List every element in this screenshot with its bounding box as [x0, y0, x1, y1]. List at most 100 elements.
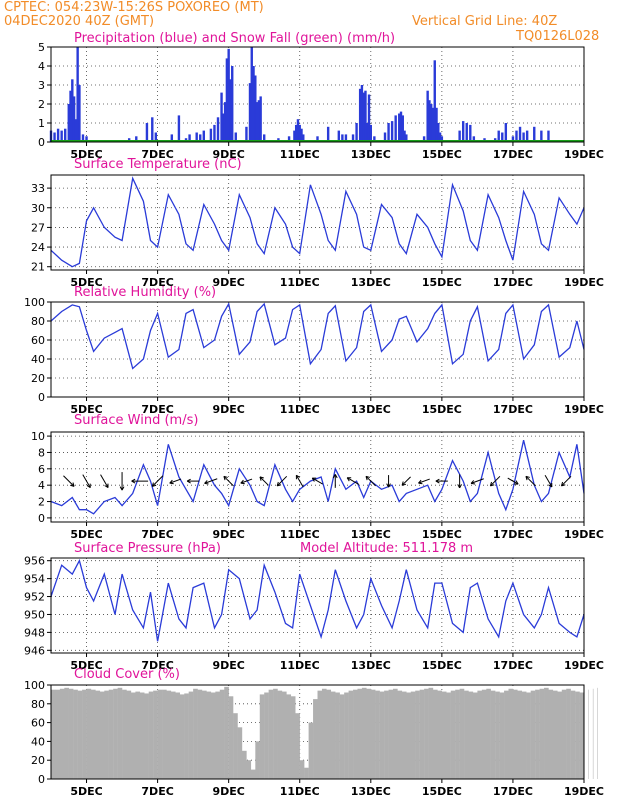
cloud-bar	[224, 686, 229, 779]
wind-vector	[259, 476, 269, 486]
wind-vector-head	[240, 482, 245, 485]
wind-vector	[204, 478, 218, 484]
cloud-bar	[268, 689, 274, 779]
precip-bar	[56, 128, 60, 142]
y-tick-label: 956	[24, 555, 45, 568]
series-line	[50, 440, 585, 515]
precip-bar	[254, 75, 257, 142]
x-day-label: 15DEC	[422, 785, 462, 798]
precip-bar	[177, 115, 181, 142]
cloud-bar	[521, 691, 527, 779]
wind-vector	[401, 476, 411, 486]
precip-bar	[234, 132, 237, 142]
precip-bar	[422, 136, 426, 142]
wind-vector	[151, 475, 164, 487]
y-tick-label: 24	[31, 241, 45, 254]
wind-vector	[365, 475, 376, 487]
y-tick-label: 954	[24, 573, 45, 586]
cloud-bar	[179, 694, 185, 779]
precip-bar	[225, 58, 229, 142]
cloud-bar	[290, 696, 296, 779]
precip-bar	[461, 121, 465, 142]
cloud-bar	[193, 688, 198, 779]
run-date: 04DEC2020 40Z (GMT)	[4, 14, 155, 29]
cloud-bar	[353, 689, 358, 779]
cloud-bar	[361, 687, 367, 779]
cloud-bar	[157, 689, 163, 779]
x-day-label: 17DEC	[493, 785, 533, 798]
x-day-label: 17DEC	[493, 659, 533, 672]
y-tick-label: 80	[31, 315, 45, 328]
cloud-bar	[526, 692, 531, 779]
x-day-label: 19DEC	[564, 148, 604, 161]
y-tick-label: 6	[38, 463, 45, 476]
panel-3: 0 2 4 6 8 10 5DEC 7DEC 9DEC 11DEC 13DEC 15DEC 17DEC 1…	[31, 413, 604, 541]
y-tick-label: 1	[38, 117, 45, 130]
precip-bar	[399, 111, 403, 142]
x-day-label: 5DEC	[70, 785, 102, 798]
wind-vector-head	[515, 480, 519, 485]
x-day-label: 17DEC	[493, 528, 533, 541]
x-day-label: 19DEC	[564, 785, 604, 798]
cloud-bar	[237, 727, 243, 779]
y-tick-label: 40	[31, 353, 45, 366]
precip-bar	[355, 123, 358, 142]
precip-bar	[401, 115, 404, 142]
cloud-bar	[495, 691, 500, 779]
cloud-bar	[499, 692, 505, 779]
cloud-bar	[255, 741, 260, 779]
wind-vector-head	[186, 478, 191, 482]
precip-bar	[433, 60, 436, 142]
cloud-bar	[348, 690, 354, 779]
wind-vector-head	[560, 481, 564, 487]
wind-vector-head	[401, 483, 407, 486]
cloud-bar	[175, 692, 181, 779]
panel-frame	[50, 684, 585, 780]
panel-5: 0 20 40 60 80 100 5DEC 7DEC 9DEC 11DEC 13DEC 15DEC 1…	[24, 667, 604, 798]
precip-bar	[525, 130, 529, 142]
panel-2: 0 20 40 60 80 100 5DEC 7DEC 9DEC 11DEC 13DEC 15DEC 1…	[24, 285, 604, 416]
wind-vector	[418, 478, 430, 484]
precip-bar	[360, 85, 364, 142]
precip-bar	[252, 66, 255, 142]
cloud-bar	[592, 688, 594, 779]
cloud-bar	[139, 692, 145, 779]
x-day-label: 13DEC	[351, 659, 391, 672]
panel-4: 946 948 950 952 954 956 5DEC 7DEC 9DEC 11DEC 13DEC…	[24, 541, 604, 672]
precip-bar	[293, 130, 296, 142]
y-tick-label: 27	[31, 221, 45, 234]
cloud-bar	[535, 689, 540, 779]
cloud-bar	[508, 688, 514, 779]
cloud-bar	[388, 689, 394, 779]
cloud-bar	[246, 760, 252, 779]
cloud-bar	[477, 690, 483, 779]
cloud-bar	[264, 692, 269, 779]
y-tick-label: 0	[38, 136, 45, 149]
wind-vector-head	[223, 475, 228, 478]
precip-bar	[213, 124, 216, 142]
precip-bar	[497, 130, 500, 142]
precip-bar	[209, 128, 213, 142]
y-tick-label: 21	[31, 261, 45, 274]
wind-vector	[240, 478, 253, 484]
cloud-bar	[162, 689, 167, 779]
cloud-bar	[512, 689, 518, 779]
cloud-bar	[415, 690, 420, 779]
cloud-bar	[51, 689, 56, 779]
wind-vector	[507, 477, 519, 485]
cloud-bar	[188, 691, 194, 779]
cloud-bar	[375, 690, 380, 779]
cloud-bar	[108, 689, 114, 779]
x-day-label: 9DEC	[212, 148, 244, 161]
x-day-label: 9DEC	[212, 276, 244, 289]
cloud-bar	[481, 689, 487, 779]
cloud-bar	[55, 689, 61, 779]
cloud-bar	[233, 713, 238, 779]
cloud-bar	[206, 691, 212, 779]
cloud-bar	[326, 689, 332, 779]
x-day-label: 11DEC	[280, 276, 320, 289]
precip-bar	[67, 104, 70, 142]
precip-bar	[296, 119, 300, 142]
x-day-label: 13DEC	[351, 148, 391, 161]
